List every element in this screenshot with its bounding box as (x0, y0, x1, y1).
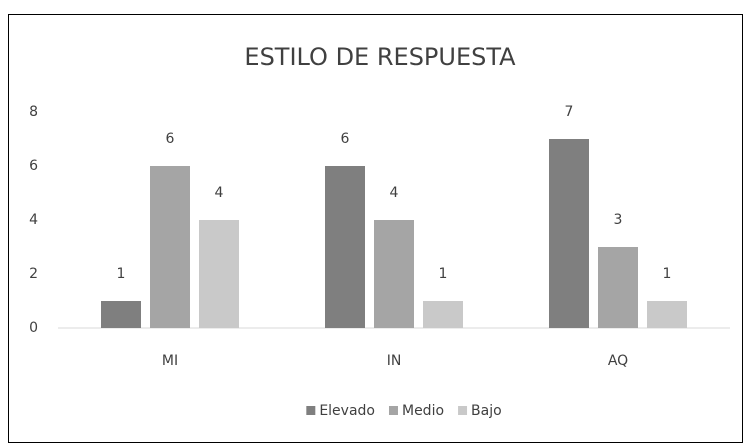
y-tick-label: 4 (29, 212, 38, 228)
value-label: 4 (215, 185, 224, 201)
bar (101, 301, 141, 328)
y-tick-label: 6 (29, 158, 38, 174)
value-label: 4 (390, 185, 399, 201)
legend-swatch (306, 406, 316, 415)
x-tick-label: MI (162, 353, 178, 369)
value-label: 6 (341, 131, 350, 147)
y-tick-label: 2 (29, 266, 38, 282)
value-label: 1 (117, 266, 126, 282)
legend-label: Bajo (471, 403, 502, 419)
x-tick-label: IN (387, 353, 402, 369)
value-label: 7 (565, 104, 574, 120)
bar (150, 166, 190, 328)
bar (325, 166, 365, 328)
value-label: 6 (166, 131, 175, 147)
legend-label: Elevado (319, 403, 375, 419)
y-tick-label: 8 (29, 104, 38, 120)
bar (374, 220, 414, 328)
value-label: 1 (663, 266, 672, 282)
value-label: 3 (614, 212, 623, 228)
legend-swatch (458, 406, 468, 415)
x-tick-label: AQ (608, 353, 628, 369)
legend-swatch (388, 406, 398, 415)
legend-label: Medio (402, 403, 444, 419)
value-label: 1 (439, 266, 448, 282)
bar (598, 247, 638, 328)
bar (199, 220, 239, 328)
bar (647, 301, 687, 328)
y-tick-label: 0 (29, 320, 38, 336)
bar (423, 301, 463, 328)
chart-title: ESTILO DE RESPUESTA (244, 43, 516, 71)
bar (549, 139, 589, 328)
